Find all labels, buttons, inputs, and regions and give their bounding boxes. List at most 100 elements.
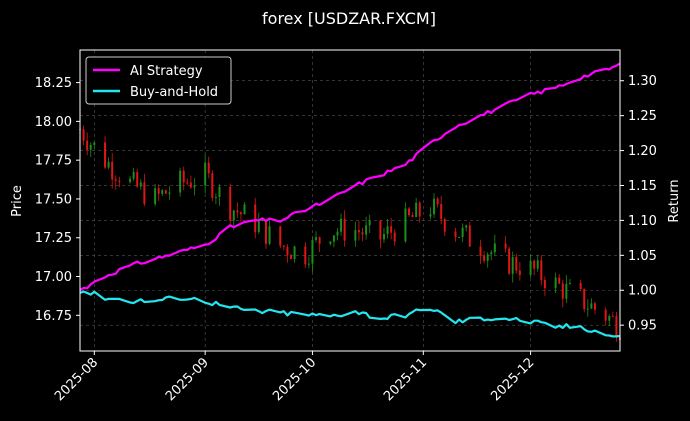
series-lines bbox=[79, 62, 621, 338]
candle-body bbox=[307, 263, 310, 265]
candle-body bbox=[315, 237, 318, 240]
y-left-tick-label: 18.25 bbox=[35, 76, 72, 91]
y-right-tick-label: 1.00 bbox=[628, 284, 657, 299]
candle-body bbox=[379, 220, 382, 240]
y-left-tick-label: 17.00 bbox=[35, 270, 72, 285]
candle-body bbox=[518, 270, 521, 275]
y-left-tick-label: 16.75 bbox=[35, 309, 72, 324]
y-right-tick-label: 1.25 bbox=[628, 109, 657, 124]
candle-body bbox=[386, 226, 389, 234]
candle-body bbox=[465, 225, 468, 228]
candle-body bbox=[132, 172, 135, 179]
candle-body bbox=[404, 208, 407, 242]
candle-body bbox=[164, 190, 167, 194]
y-right-tick-label: 1.15 bbox=[628, 179, 657, 194]
candle-body bbox=[204, 162, 207, 186]
candle-body bbox=[611, 316, 614, 318]
candle-body bbox=[604, 309, 607, 321]
candle-body bbox=[390, 226, 393, 233]
candle-body bbox=[161, 190, 164, 194]
candle-body bbox=[529, 260, 532, 275]
candle-body bbox=[540, 260, 543, 281]
candle-body bbox=[93, 142, 96, 145]
plot-frame bbox=[79, 49, 621, 352]
candle-body bbox=[479, 246, 482, 256]
candle-body bbox=[429, 214, 432, 217]
candle-body bbox=[329, 241, 332, 244]
candle-body bbox=[118, 180, 121, 183]
candle-body bbox=[608, 316, 611, 321]
candle-body bbox=[454, 231, 457, 237]
candle-body bbox=[289, 255, 292, 259]
candle-body bbox=[615, 316, 618, 338]
candle-body bbox=[483, 255, 486, 261]
candle-body bbox=[382, 233, 385, 240]
candle-body bbox=[264, 219, 267, 244]
candle-body bbox=[211, 173, 214, 198]
y-axis-left-label: Price bbox=[10, 185, 25, 217]
candle-body bbox=[86, 140, 89, 150]
candle-body bbox=[418, 202, 421, 217]
candle-body bbox=[179, 170, 182, 193]
candle-body bbox=[136, 172, 139, 187]
candle-body bbox=[82, 129, 85, 141]
candle-body bbox=[129, 178, 132, 183]
legend-box bbox=[85, 56, 232, 105]
candle-body bbox=[318, 237, 321, 244]
candle-body bbox=[590, 303, 593, 309]
candle-body bbox=[257, 221, 260, 232]
candle-body bbox=[365, 225, 368, 235]
candle-body bbox=[332, 235, 335, 242]
candle-body bbox=[393, 232, 396, 242]
candle-body bbox=[586, 308, 589, 310]
candle-body bbox=[415, 202, 418, 218]
candle-body bbox=[282, 245, 285, 247]
candle-body bbox=[168, 192, 171, 194]
candle-body bbox=[508, 248, 511, 274]
y-axis-left-ticks: 16.75 17.00 17.25 17.50 17.75 18.00 18.25 bbox=[35, 76, 80, 324]
candle-body bbox=[533, 260, 536, 269]
y-right-tick-label: 1.05 bbox=[628, 249, 657, 264]
candle-body bbox=[565, 283, 568, 299]
candle-body bbox=[368, 220, 371, 226]
candle-body bbox=[139, 182, 142, 187]
y-left-tick-label: 17.25 bbox=[35, 231, 72, 246]
candle-body bbox=[461, 227, 464, 237]
candle-body bbox=[515, 256, 518, 271]
candle-body bbox=[543, 280, 546, 289]
y-axis-right-label: Return bbox=[667, 179, 682, 222]
candle-body bbox=[493, 243, 496, 253]
candle-body bbox=[143, 182, 146, 205]
candle-body bbox=[229, 186, 232, 221]
candle-body bbox=[89, 144, 92, 150]
candle-body bbox=[304, 246, 307, 265]
y-right-tick-label: 0.95 bbox=[628, 319, 657, 334]
candle-body bbox=[239, 212, 242, 215]
y-right-tick-label: 1.20 bbox=[628, 144, 657, 159]
candle-body bbox=[107, 161, 110, 168]
y-axis-right-ticks: 0.95 1.00 1.05 1.10 1.15 1.20 1.25 1.30 bbox=[620, 74, 657, 334]
candle-body bbox=[411, 215, 414, 218]
candle-body bbox=[207, 162, 210, 174]
candle-body bbox=[593, 303, 596, 310]
candle-body bbox=[536, 260, 539, 269]
candle-body bbox=[490, 252, 493, 255]
chart-title: forex [USDZAR.FXCM] bbox=[262, 9, 436, 28]
candle-body bbox=[504, 243, 507, 249]
candle-body bbox=[104, 142, 107, 168]
legend: AI Strategy Buy-and-Hold bbox=[85, 56, 232, 105]
candle-body bbox=[408, 208, 411, 216]
y-left-tick-label: 17.50 bbox=[35, 192, 72, 207]
candle-body bbox=[261, 219, 264, 222]
candle-body bbox=[440, 204, 443, 219]
candle-body bbox=[443, 218, 446, 232]
y-left-tick-label: 18.00 bbox=[35, 115, 72, 130]
candle-body bbox=[218, 186, 221, 197]
ai-strategy-line bbox=[79, 62, 621, 292]
candle-body bbox=[293, 246, 296, 259]
y-right-tick-label: 1.10 bbox=[628, 214, 657, 229]
candle-body bbox=[458, 236, 461, 238]
candle-body bbox=[354, 230, 357, 241]
candle-body bbox=[243, 204, 246, 215]
